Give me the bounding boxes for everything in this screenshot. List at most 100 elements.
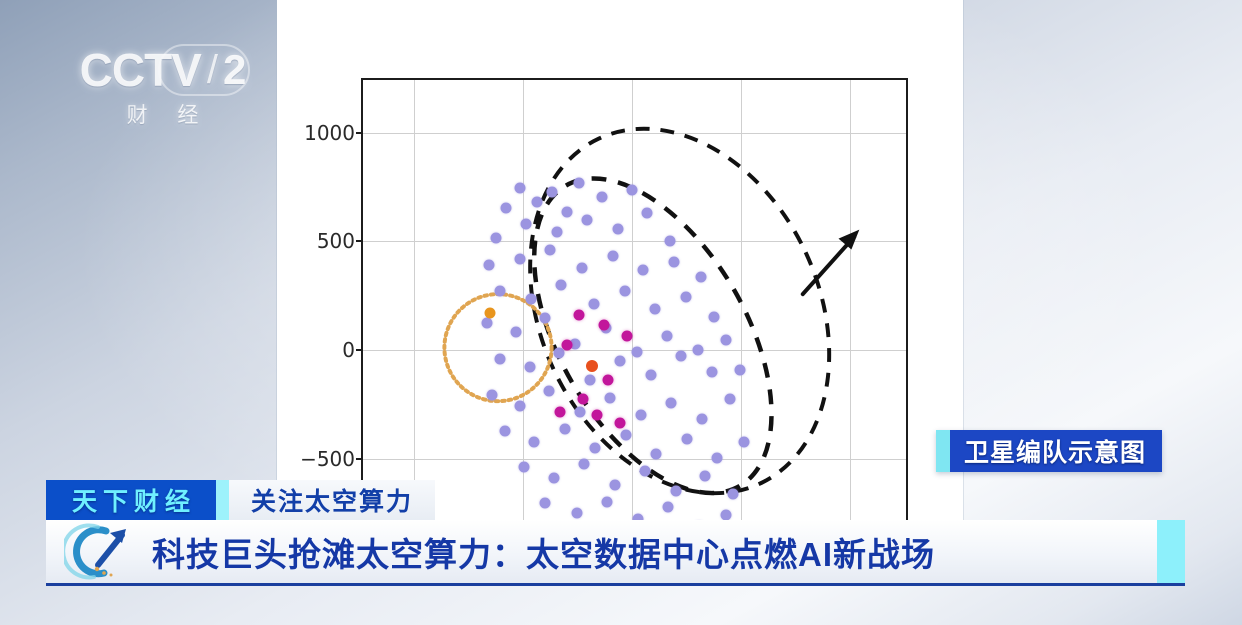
satellite-dot xyxy=(604,392,616,404)
satellite-dot xyxy=(574,406,586,418)
program-arrow-logo xyxy=(61,521,142,583)
satellite-dot xyxy=(500,202,512,214)
satellite-dot xyxy=(559,423,571,435)
core-satellite-dot xyxy=(614,417,626,429)
satellite-dot xyxy=(612,223,624,235)
satellite-dot xyxy=(555,279,567,291)
tag-divider xyxy=(216,480,230,520)
satellite-dot xyxy=(620,429,632,441)
satellite-dot xyxy=(546,186,557,198)
core-satellite-dot xyxy=(621,330,633,342)
satellite-dot xyxy=(662,501,674,513)
satellite-dot xyxy=(589,442,601,454)
satellite-dot xyxy=(551,226,563,238)
gridline-vertical-5 xyxy=(850,80,851,536)
origin-marker xyxy=(585,360,598,373)
satellite-dot xyxy=(645,369,657,381)
core-satellite-dot xyxy=(591,409,603,421)
satellite-dot xyxy=(553,347,565,359)
y-tickmark-1000 xyxy=(356,132,363,134)
satellite-dot xyxy=(573,177,585,189)
satellite-dot xyxy=(539,497,551,509)
gridline-horizontal-1000 xyxy=(363,133,906,134)
satellite-dot xyxy=(518,461,530,473)
satellite-dot xyxy=(514,253,526,264)
caption-badge-body: 卫星编队示意图 xyxy=(950,430,1163,472)
program-tag: 天下财经 xyxy=(46,480,217,520)
satellite-dot xyxy=(708,311,720,323)
topic-tag: 关注太空算力 xyxy=(229,480,436,520)
core-satellite-dot xyxy=(598,319,610,331)
satellite-dot xyxy=(514,400,526,412)
satellite-dot xyxy=(531,196,543,208)
inner-dashed-ellipse xyxy=(531,176,774,496)
y-tickmark-500 xyxy=(356,240,363,242)
satellite-dot xyxy=(724,393,736,405)
headline-bar: 科技巨头抢滩太空算力：太空数据中心点燃AI新战场 xyxy=(46,520,1185,586)
satellite-dot xyxy=(514,182,526,194)
satellite-dot xyxy=(578,458,590,470)
lower-third: 天下财经 关注太空算力 科技巨头抢滩太空算力：太空数据中心点燃AI新战场 xyxy=(46,480,1185,592)
satellite-dot xyxy=(661,330,673,342)
satellite-dot xyxy=(544,244,556,256)
satellite-dot xyxy=(650,448,662,460)
satellite-dot xyxy=(528,436,540,448)
topic-tag-label: 关注太空算力 xyxy=(251,488,414,516)
caption-badge-label: 卫星编队示意图 xyxy=(964,439,1147,467)
satellite-dot xyxy=(664,235,676,247)
satellite-dot xyxy=(596,191,608,203)
satellite-dot xyxy=(581,214,593,226)
core-satellite-dot xyxy=(577,393,589,405)
satellite-dot xyxy=(699,470,711,482)
gridline-vertical-1 xyxy=(414,80,415,536)
plot-area xyxy=(361,78,908,538)
gridline-horizontal-500 xyxy=(363,241,906,242)
satellite-dot xyxy=(548,472,560,484)
y-tickmark-0 xyxy=(356,349,363,351)
satellite-dot xyxy=(711,452,723,464)
caption-badge-accent xyxy=(936,430,950,472)
satellite-dot xyxy=(681,433,693,445)
satellite-formation-figure: 1000 500 0 −500 xyxy=(277,0,963,560)
satellite-dot xyxy=(520,218,532,230)
satellite-dot xyxy=(675,350,687,362)
program-tag-label: 天下财经 xyxy=(72,488,197,516)
satellite-dot xyxy=(543,385,555,397)
anchor-marker xyxy=(484,307,496,319)
satellite-dot xyxy=(727,488,739,500)
satellite-dot xyxy=(569,338,581,350)
satellite-dot xyxy=(483,259,495,271)
satellite-dot xyxy=(670,485,682,497)
gridline-vertical-3 xyxy=(632,80,633,536)
satellite-dot xyxy=(680,291,692,303)
satellite-dot xyxy=(734,364,746,375)
satellite-dot xyxy=(639,465,651,477)
y-axis: 1000 500 0 −500 xyxy=(277,78,363,538)
satellite-dot xyxy=(481,317,493,329)
gridline-vertical-2 xyxy=(523,80,524,536)
satellite-dot xyxy=(720,509,732,521)
satellite-dot xyxy=(490,232,502,244)
satellite-dot xyxy=(486,389,498,401)
core-satellite-dot xyxy=(554,406,566,418)
velocity-arrow xyxy=(800,229,860,297)
satellite-dot xyxy=(494,353,506,365)
satellite-dot xyxy=(635,409,647,421)
satellite-dot xyxy=(619,285,630,297)
caption-badge: 卫星编队示意图 xyxy=(936,430,1163,472)
satellite-dot xyxy=(525,293,537,305)
satellite-dot xyxy=(692,344,704,356)
satellite-dot xyxy=(738,436,750,448)
headline-cyan-end xyxy=(1157,520,1185,583)
orbit-overlay xyxy=(442,126,860,496)
satellite-dot xyxy=(494,285,506,297)
y-tickmark-m500 xyxy=(356,458,363,460)
satellite-dot xyxy=(609,479,621,491)
satellite-dot xyxy=(665,397,677,409)
tag-row: 天下财经 关注太空算力 xyxy=(46,480,436,520)
satellite-dot xyxy=(524,361,536,373)
satellite-dot xyxy=(561,206,573,218)
core-satellite-dot xyxy=(561,339,573,351)
arrow-swirl-icon xyxy=(61,522,126,579)
satellite-dot xyxy=(576,262,588,274)
